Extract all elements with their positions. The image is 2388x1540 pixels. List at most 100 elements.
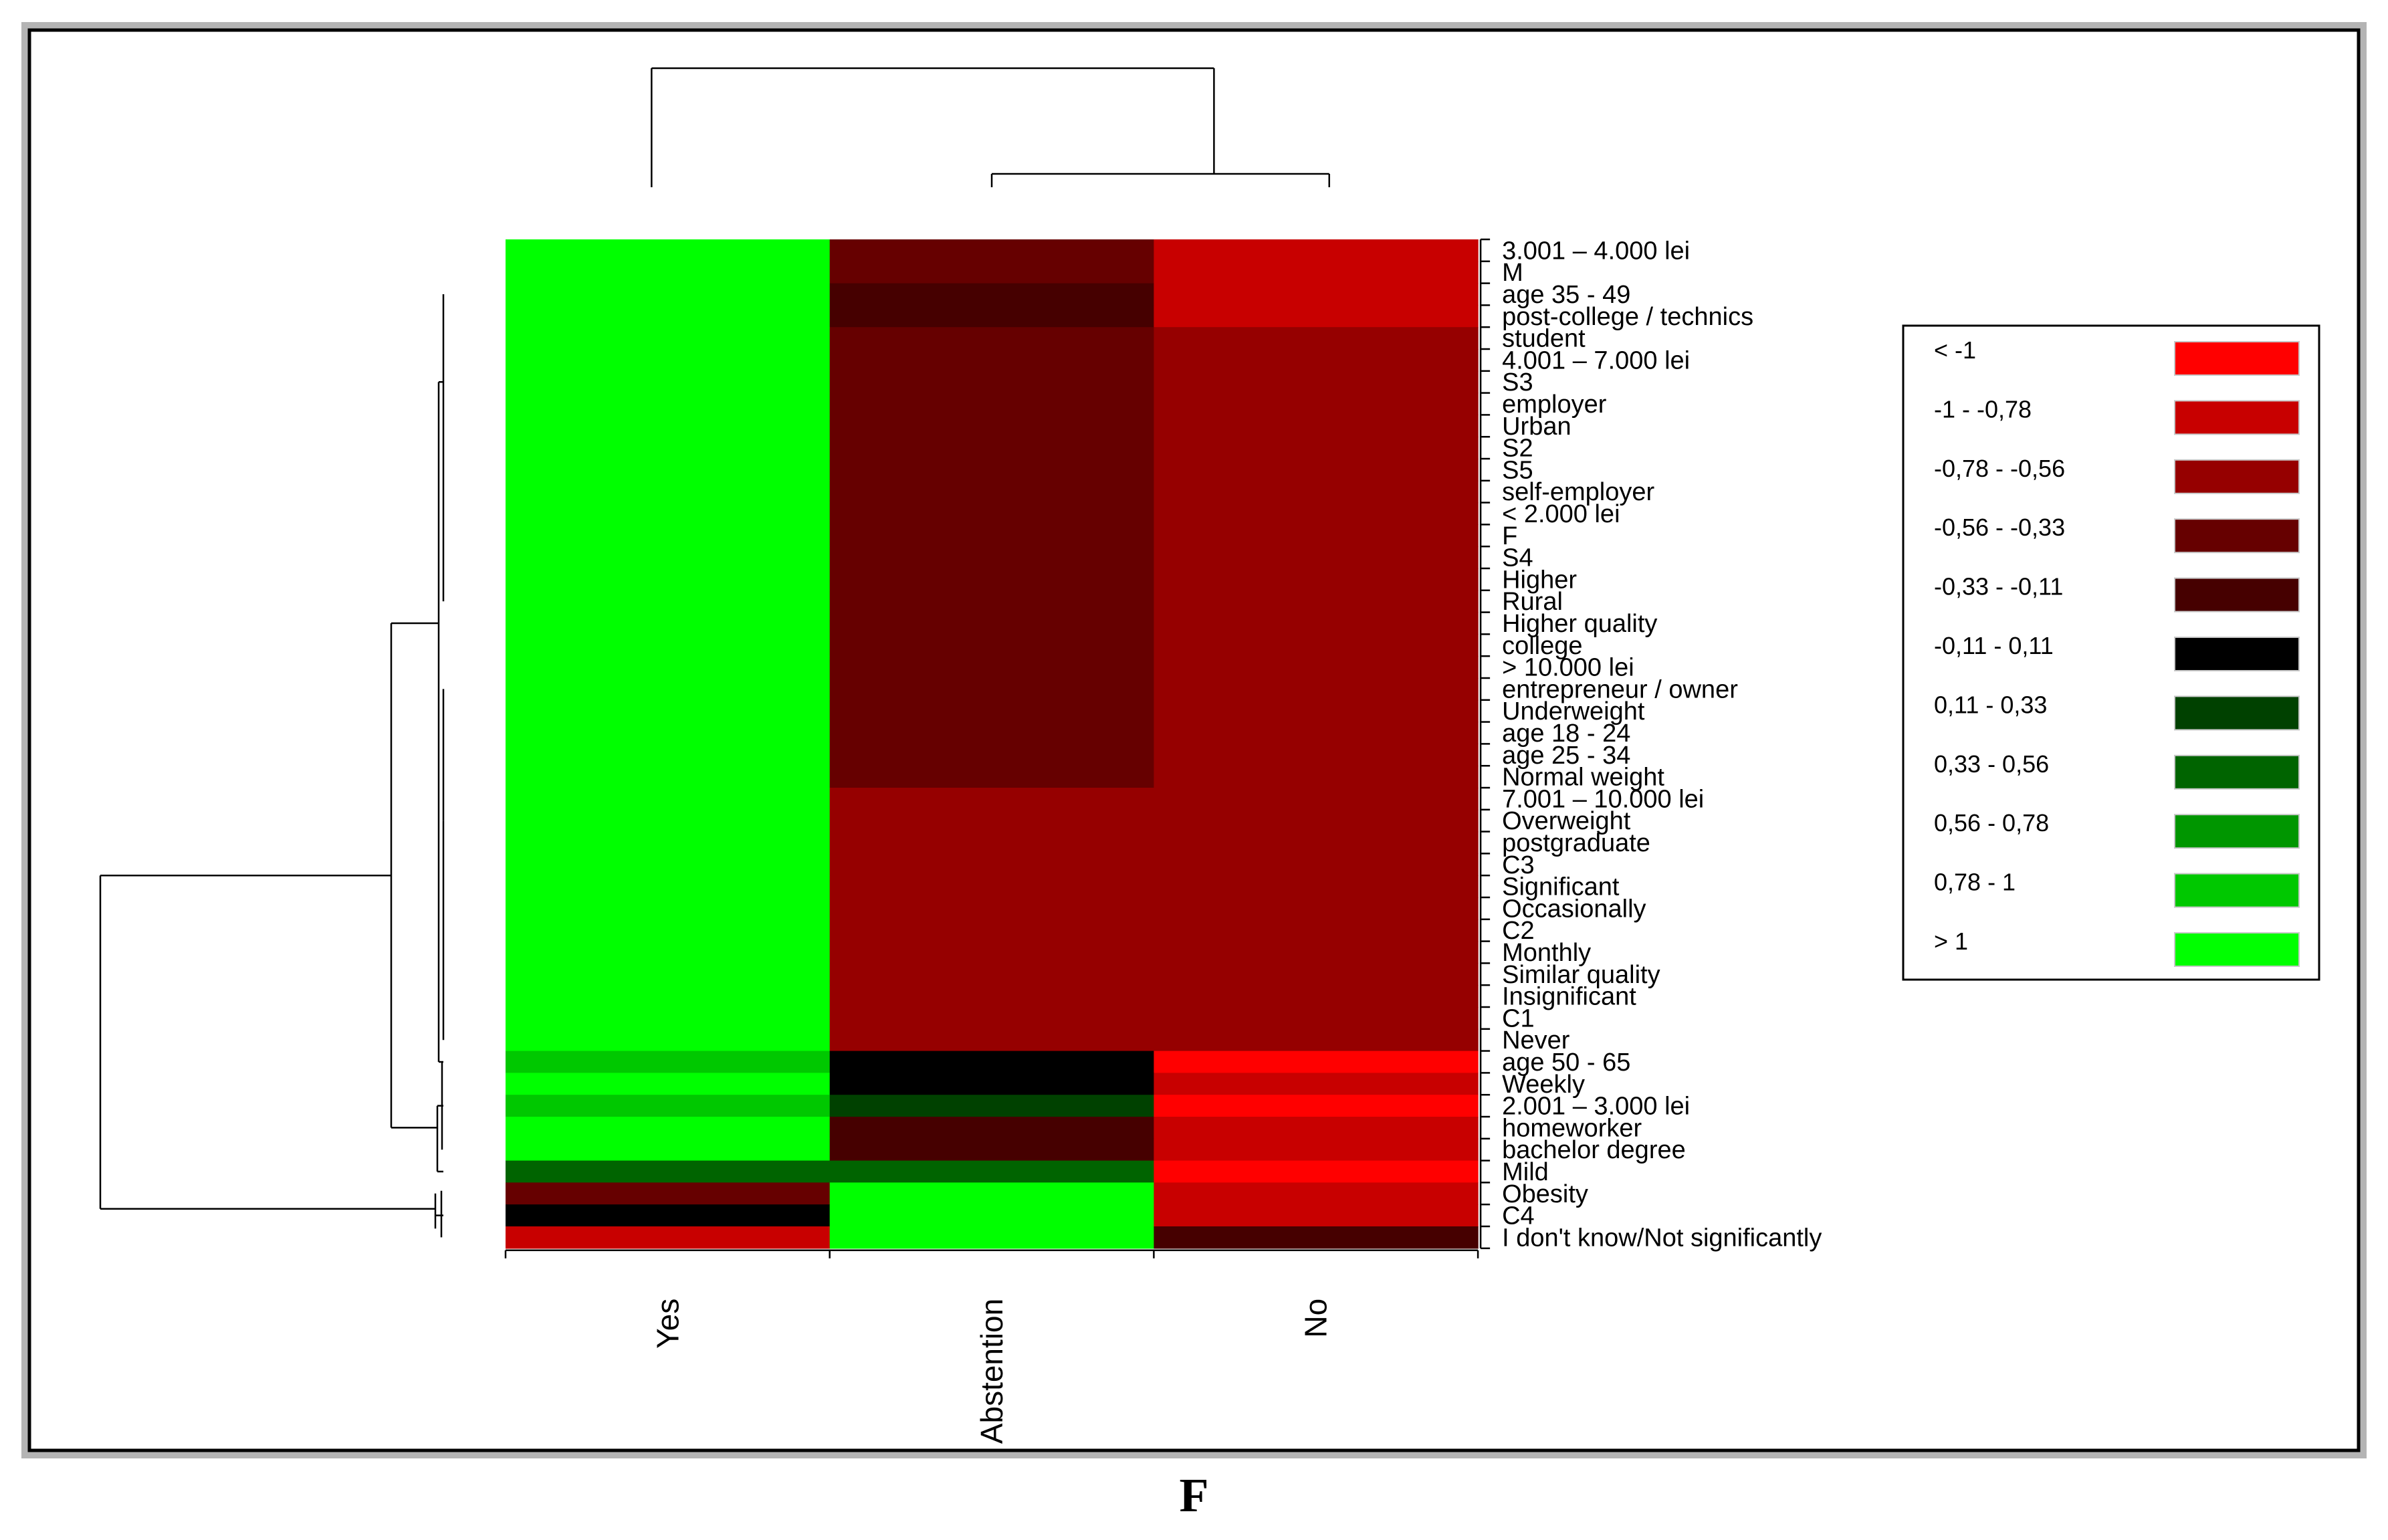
row-label: C2 <box>1502 917 1535 945</box>
heatmap-cell <box>829 788 1154 810</box>
row-label: 4.001 – 7.000 lei <box>1502 346 1690 374</box>
heatmap-cell <box>1154 634 1479 657</box>
heatmap-cell <box>1154 831 1479 854</box>
heatmap-cell <box>1154 1138 1479 1162</box>
legend-label: 0,56 - 0,78 <box>1934 809 2049 837</box>
row-label: S2 <box>1502 435 1533 463</box>
heatmap-cell <box>506 283 831 306</box>
heatmap-cell <box>1154 985 1479 1008</box>
heatmap-cell <box>506 459 831 481</box>
row-label: Similar quality <box>1502 961 1660 989</box>
heatmap-axes <box>504 238 1491 1258</box>
heatmap-cells <box>506 239 1479 1249</box>
legend-swatch <box>2174 518 2300 554</box>
legend-label: 0,33 - 0,56 <box>1934 750 2049 778</box>
heatmap-cell <box>829 1117 1154 1139</box>
heatmap-cell <box>1154 744 1479 766</box>
heatmap-cell <box>829 722 1154 744</box>
heatmap-cell <box>1154 1007 1479 1030</box>
legend-swatch <box>2174 400 2300 435</box>
heatmap-cell <box>506 963 831 986</box>
row-label: post-college / technics <box>1502 303 1753 331</box>
heatmap-cell <box>506 897 831 920</box>
heatmap-cell <box>829 897 1154 920</box>
heatmap-cell <box>506 1204 831 1227</box>
heatmap-cell <box>829 985 1154 1008</box>
row-label: bachelor degree <box>1502 1136 1686 1164</box>
heatmap-cell <box>1154 1182 1479 1205</box>
row-label: homeworker <box>1502 1114 1642 1142</box>
heatmap-cell <box>506 524 831 547</box>
row-label: Urban <box>1502 413 1571 441</box>
heatmap-cell <box>1154 809 1479 833</box>
row-label: Significant <box>1502 873 1620 901</box>
heatmap-cell <box>506 1160 831 1183</box>
legend-swatch <box>2174 637 2300 671</box>
heatmap-cell <box>1154 568 1479 591</box>
panel-label: F <box>1179 1468 1209 1522</box>
heatmap-cell <box>829 919 1154 942</box>
heatmap-cell <box>1154 875 1479 898</box>
heatmap-cell <box>1154 459 1479 481</box>
row-label: F <box>1502 522 1517 550</box>
legend-label: < -1 <box>1934 336 1976 364</box>
row-dendrogram <box>99 294 445 1238</box>
heatmap-cell <box>1154 283 1479 306</box>
row-label: Occasionally <box>1502 895 1646 923</box>
heatmap-cell <box>1154 393 1479 415</box>
heatmap-cell <box>1154 897 1479 920</box>
legend-label: -0,33 - -0,11 <box>1934 573 2063 600</box>
heatmap-cell <box>506 480 831 504</box>
heatmap-cell <box>1154 327 1479 350</box>
row-label: college <box>1502 632 1582 660</box>
row-label: C3 <box>1502 851 1535 879</box>
row-label: 7.001 – 10.000 lei <box>1502 785 1704 813</box>
heatmap-cell <box>506 502 831 525</box>
row-label: Mild <box>1502 1158 1549 1186</box>
row-label: Obesity <box>1502 1180 1588 1208</box>
heatmap-cell <box>506 985 831 1008</box>
row-label: Never <box>1502 1026 1570 1055</box>
heatmap-cell <box>506 1095 831 1117</box>
heatmap-cell <box>829 349 1154 372</box>
heatmap-cell <box>1154 1160 1479 1183</box>
legend-swatch <box>2174 341 2300 376</box>
heatmap-cell <box>1154 349 1479 372</box>
heatmap-cell <box>829 305 1154 328</box>
heatmap-cell <box>829 678 1154 701</box>
heatmap-cell <box>506 612 831 635</box>
heatmap-cell <box>1154 1051 1479 1073</box>
heatmap-cell <box>829 283 1154 306</box>
legend-label: 0,11 - 0,33 <box>1934 691 2047 718</box>
heatmap-cell <box>1154 1204 1479 1227</box>
row-label: student <box>1502 325 1586 353</box>
heatmap-cell <box>506 1007 831 1030</box>
heatmap-cell <box>1154 678 1479 701</box>
heatmap-cell <box>1154 415 1479 437</box>
row-label: S3 <box>1502 368 1533 397</box>
heatmap-cell <box>829 393 1154 415</box>
heatmap-cell <box>1154 590 1479 613</box>
row-label: age 50 - 65 <box>1502 1049 1630 1077</box>
heatmap-cell <box>1154 370 1479 394</box>
heatmap-cell <box>1154 546 1479 569</box>
heatmap-cell <box>506 678 831 701</box>
heatmap-cell <box>829 963 1154 986</box>
heatmap-cell <box>829 699 1154 723</box>
heatmap-cell <box>506 853 831 876</box>
legend-label: -0,78 - -0,56 <box>1934 455 2065 482</box>
legend-swatch <box>2174 695 2300 731</box>
heatmap-cell <box>829 1204 1154 1227</box>
heatmap-cell <box>1154 1226 1479 1249</box>
heatmap-cell <box>829 941 1154 964</box>
heatmap-cell <box>1154 699 1479 723</box>
row-label: entrepreneur / owner <box>1502 675 1738 703</box>
heatmap-cell <box>1154 656 1479 679</box>
row-label: Higher quality <box>1502 610 1657 638</box>
row-label: 2.001 – 3.000 lei <box>1502 1093 1690 1121</box>
heatmap-cell <box>829 1182 1154 1205</box>
heatmap-cell <box>829 831 1154 854</box>
heatmap-cell <box>506 568 831 591</box>
heatmap-cell <box>1154 612 1479 635</box>
